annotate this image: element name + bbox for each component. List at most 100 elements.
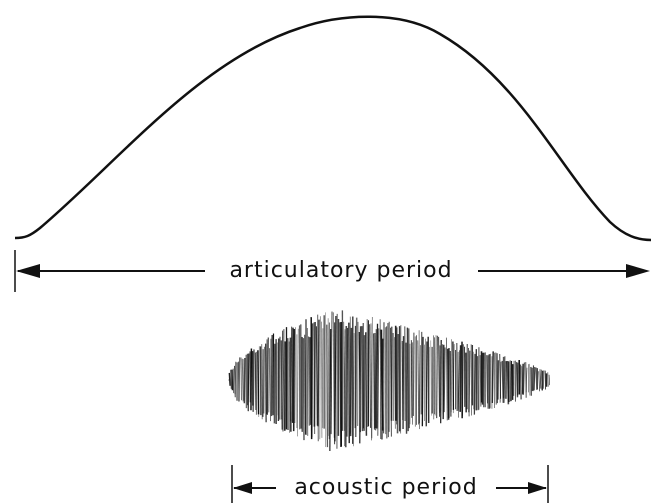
arrow-head [528,482,547,494]
waveform-stroke [533,366,536,391]
waveform-stroke [538,371,541,392]
waveform-stroke [230,369,232,389]
waveform-stroke [359,326,362,444]
waveform-stroke [263,346,265,414]
waveform-stroke [254,352,257,410]
waveform-stroke [376,323,379,429]
waveform-stroke [542,370,545,389]
waveform-stroke [461,344,464,416]
waveform-stroke [425,341,428,427]
waveform-stroke [238,357,241,402]
waveform-stroke [396,334,400,434]
waveform-stroke [321,328,324,429]
waveform-stroke [297,328,299,437]
articulatory-label: articulatory period [229,258,452,283]
waveform-stroke [292,328,296,432]
waveform-stroke [353,333,355,447]
waveform-stroke [294,327,296,423]
arrow-head [16,264,40,278]
waveform-stroke [344,329,346,447]
waveform-stroke [497,360,500,400]
waveform-stroke [354,317,358,437]
waveform-stroke [317,319,320,427]
waveform-stroke [468,350,471,413]
waveform-stroke [330,311,333,435]
waveform-stroke [547,372,549,387]
acoustic-label: acoustic period [294,475,477,500]
waveform-stroke [313,322,316,427]
waveform-stroke [407,328,411,429]
waveform-stroke [377,328,380,436]
waveform-stroke [434,335,437,416]
waveform-stroke [486,355,489,404]
waveform-stroke [491,351,494,404]
waveform-stroke [311,323,314,438]
waveform-stroke [406,327,409,432]
waveform-stroke [252,349,255,412]
waveform-stroke [503,356,506,403]
waveform-stroke [326,324,329,448]
waveform-stroke [231,369,234,391]
waveform-stroke [282,329,285,432]
waveform-stroke [443,347,446,413]
waveform-stroke [234,361,237,395]
waveform-stroke [394,337,396,429]
waveform-stroke [417,340,419,425]
waveform-stroke [308,336,310,426]
waveform-stroke [445,337,448,421]
waveform-stroke [344,326,348,448]
waveform-stroke [535,367,538,390]
articulatory-curve [14,15,651,242]
waveform-stroke [458,350,460,418]
waveform-stroke [412,332,415,416]
waveform-stroke [268,348,270,413]
waveform-stroke [281,330,284,420]
waveform-stroke [421,336,424,427]
waveform-stroke [365,332,368,436]
waveform-stroke [334,316,337,442]
waveform-stroke [329,328,332,451]
waveform-stroke [366,318,369,427]
waveform-stroke [452,344,455,414]
waveform-stroke [270,334,273,417]
waveform-stroke [449,351,452,417]
waveform-stroke [361,326,364,432]
waveform-stroke [379,319,382,439]
waveform-stroke [548,374,551,386]
waveform-stroke [309,337,312,425]
waveform-stroke [349,327,353,437]
waveform-stroke [315,326,318,426]
waveform-stroke [436,335,438,419]
waveform-stroke [519,364,522,400]
waveform-stroke [410,340,413,418]
waveform-stroke [369,324,371,428]
waveform-stroke [346,327,349,437]
waveform-stroke [343,321,345,431]
waveform-stroke [290,326,293,422]
waveform-stroke [266,337,269,415]
waveform-stroke [302,338,305,441]
waveform-stroke [257,350,260,415]
waveform-stroke [381,338,384,440]
waveform-stroke [247,353,250,412]
waveform-stroke [479,355,482,407]
waveform-stroke [243,357,246,404]
waveform-stroke [373,333,375,430]
waveform-stroke [525,367,528,393]
waveform-stroke [228,372,231,386]
waveform-stroke [522,362,525,395]
waveform-stroke [539,369,542,389]
acoustic-waveform [228,310,551,451]
waveform-stroke [428,346,430,421]
waveform-stroke [515,362,519,398]
waveform-stroke [327,318,329,436]
waveform-stroke [473,353,476,415]
waveform-stroke [272,333,275,416]
waveform-stroke [241,358,244,402]
arrow-head [233,482,252,494]
waveform-stroke [499,361,502,403]
waveform-stroke [419,345,421,430]
waveform-stroke [442,344,445,420]
